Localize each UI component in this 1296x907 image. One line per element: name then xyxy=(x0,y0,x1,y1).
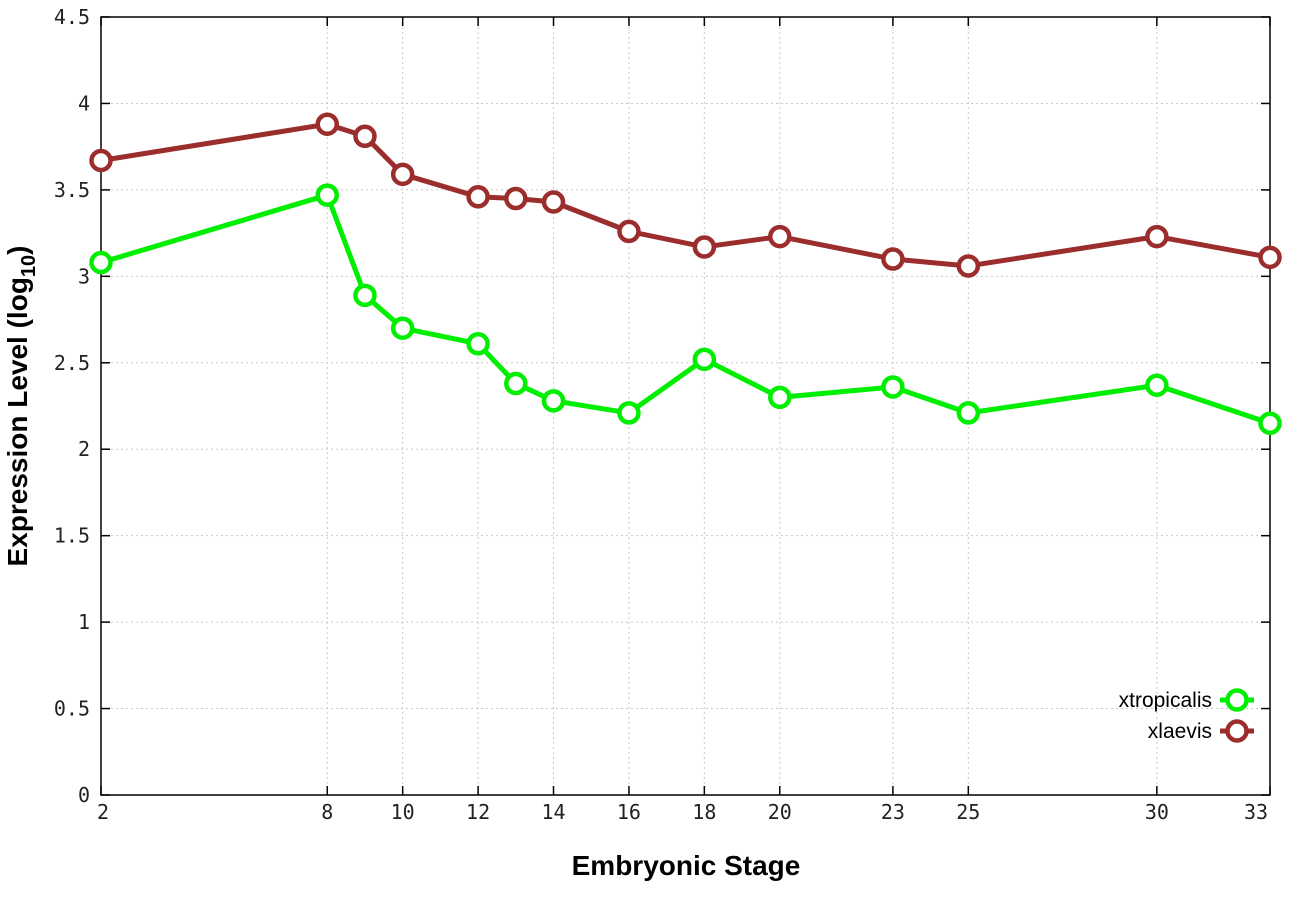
xtropicalis-data-point xyxy=(504,371,528,396)
x-tick-label: 10 xyxy=(391,800,415,824)
y-axis-title-subscript: 10 xyxy=(18,255,40,277)
x-tick-label: 12 xyxy=(466,800,490,824)
x-tick-label: 8 xyxy=(321,800,333,824)
xtropicalis-series-line xyxy=(100,192,1271,426)
y-tick-label: 0.5 xyxy=(54,697,90,721)
x-tick-label: 16 xyxy=(617,800,641,824)
xlaevis-data-point xyxy=(768,224,792,249)
y-axis-title: Expression Level (log10) xyxy=(2,246,40,567)
x-axis-title: Embryonic Stage xyxy=(572,850,801,881)
x-tick-label: 25 xyxy=(956,800,980,824)
xtropicalis-data-point xyxy=(881,375,905,399)
xlaevis-data-point xyxy=(617,219,641,244)
legend-label-xtropicalis: xtropicalis xyxy=(1119,689,1212,712)
y-tick-label: 3.5 xyxy=(54,178,90,202)
x-tick-label: 2 xyxy=(97,800,109,824)
xlaevis-data-point xyxy=(353,124,377,149)
xtropicalis-data-point xyxy=(541,389,566,413)
xlaevis-data-point xyxy=(956,254,981,278)
legend-label-xlaevis: xlaevis xyxy=(1148,720,1212,743)
xtropicalis-data-point xyxy=(1258,411,1282,436)
y-tick-label: 4 xyxy=(78,91,90,115)
y-tick-label: 4.5 xyxy=(54,5,90,29)
xlaevis-series-line xyxy=(100,121,1271,269)
xtropicalis-data-point xyxy=(768,385,792,410)
y-tick-label: 0 xyxy=(78,783,90,807)
y-tick-label: 1 xyxy=(78,610,90,634)
xlaevis-data-point xyxy=(89,148,113,173)
legend-swatch-marker xyxy=(1225,719,1249,743)
xtropicalis-data-point xyxy=(89,250,113,275)
y-axis-title-close: ) xyxy=(2,246,33,255)
y-tick-label: 3 xyxy=(78,264,90,288)
y-tick-label: 1.5 xyxy=(54,524,90,548)
xlaevis-data-point xyxy=(466,185,490,209)
xtropicalis-data-point xyxy=(692,347,717,372)
x-tick-label: 20 xyxy=(768,800,792,824)
xlaevis-data-point xyxy=(315,112,340,136)
xtropicalis-data-point xyxy=(617,401,641,425)
xlaevis-data-point xyxy=(541,190,566,214)
xlaevis-data-point xyxy=(504,186,528,211)
xlaevis-data-point xyxy=(692,235,717,259)
x-tick-label: 14 xyxy=(541,800,565,824)
y-tick-label: 2.5 xyxy=(54,351,90,375)
plot-area-border xyxy=(100,16,1271,796)
y-axis-title-main: Expression Level (log xyxy=(2,277,33,566)
legend: xtropicalis xlaevis xyxy=(1119,688,1254,743)
xtropicalis-data-point xyxy=(315,183,340,207)
xtropicalis-data-point xyxy=(466,332,490,356)
x-tick-label: 18 xyxy=(692,800,716,824)
x-tick-label: 33 xyxy=(1244,800,1268,824)
xtropicalis-data-point xyxy=(390,316,415,340)
x-tick-label: 30 xyxy=(1145,800,1169,824)
xlaevis-data-point xyxy=(881,247,905,271)
series-layer xyxy=(89,112,1282,436)
y-tick-label: 2 xyxy=(78,437,90,461)
xtropicalis-data-point xyxy=(1145,373,1169,398)
xlaevis-data-point xyxy=(390,162,415,187)
axis-ticks: 0 0.5 1 1.5 2 2.5 3 3.5 4 4.5 2 8 10 12 14 16 18 20 23 25 30… xyxy=(54,5,1271,824)
xlaevis-data-point xyxy=(1258,245,1282,270)
x-tick-label: 23 xyxy=(881,800,905,824)
legend-swatch-marker xyxy=(1225,688,1249,712)
xtropicalis-data-point xyxy=(353,283,377,308)
xtropicalis-data-point xyxy=(956,401,981,425)
xlaevis-data-point xyxy=(1145,224,1169,249)
